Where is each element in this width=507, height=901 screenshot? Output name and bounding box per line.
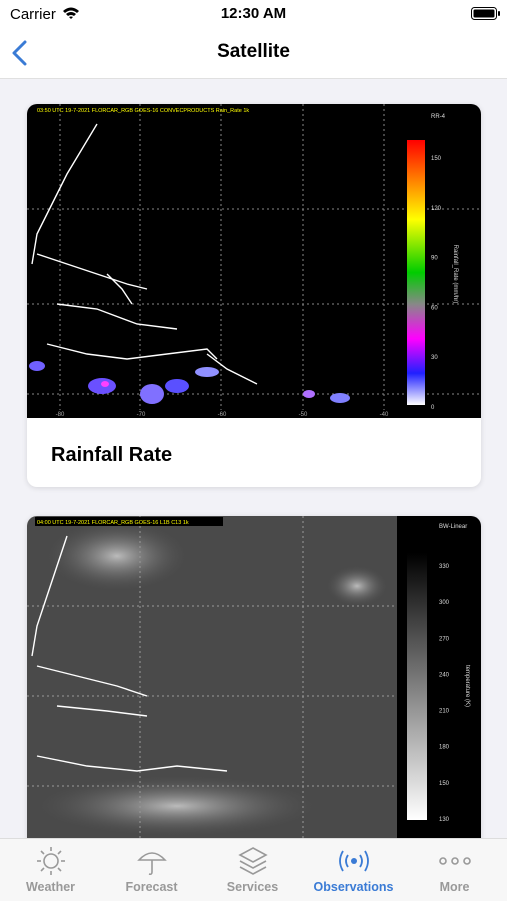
tab[interactable]: Forecast — [101, 839, 202, 901]
scale-title: Rainfall_Rate (mm/hr) — [452, 245, 458, 304]
tab-label: Forecast — [125, 880, 178, 894]
tab[interactable]: Observations — [303, 839, 404, 901]
scale-tick-label: 300 — [439, 600, 450, 606]
scale-title: temperature (K) — [464, 665, 470, 707]
tab[interactable]: More — [404, 839, 505, 901]
satellite-card[interactable]: 03:50 UTC 19-7-2021 FLORCAR_RGB GOES-16 … — [27, 104, 481, 487]
nav-title: Satellite — [217, 41, 290, 62]
tab-label: Observations — [313, 880, 394, 894]
lon-label: -70 — [137, 412, 146, 418]
tab-label: Weather — [25, 880, 76, 894]
scale-tick-label: 130 — [439, 817, 450, 823]
lon-label: -60 — [218, 412, 227, 418]
back-button[interactable] — [10, 40, 30, 66]
lon-label: -80 — [56, 412, 65, 418]
scale-tick-label: 90 — [431, 256, 438, 262]
tab[interactable]: Weather — [0, 839, 101, 901]
carrier: Carrier — [10, 6, 56, 23]
scale-tick-label: 150 — [439, 781, 450, 787]
scale-name: RR-4 — [431, 114, 446, 120]
scale-tick-label: 150 — [431, 156, 442, 162]
wifi-icon — [63, 7, 79, 19]
image-caption: 03:50 UTC 19-7-2021 FLORCAR_RGB GOES-16 … — [37, 108, 249, 114]
tab-bar: Weather Forecast Services Observations M… — [0, 838, 507, 901]
scale-tick-label: 210 — [439, 709, 450, 715]
lon-label: -50 — [299, 412, 308, 418]
scale-tick-label: 330 — [439, 564, 450, 570]
card-title[interactable]: Rainfall Rate — [51, 444, 173, 466]
scale-tick-label: 60 — [431, 305, 438, 311]
clock: 12:30 AM — [220, 5, 287, 22]
satellite-image: 04:00 UTC 19-7-2021 FLORCAR_RGB GOES-16 … — [27, 516, 481, 838]
nav-bar: Satellite — [0, 28, 507, 79]
battery-icon — [471, 7, 500, 20]
scale-tick-label: 180 — [439, 745, 450, 751]
scale-tick-label: 270 — [439, 636, 450, 642]
scale-tick-label: 240 — [439, 672, 450, 678]
status-bar: Carrier 12:30 AM — [0, 0, 507, 28]
satellite-image: 03:50 UTC 19-7-2021 FLORCAR_RGB GOES-16 … — [27, 104, 481, 418]
image-caption: 04:00 UTC 19-7-2021 FLORCAR_RGB GOES-16 … — [37, 520, 189, 526]
scale-name: BW-Linear — [439, 524, 467, 530]
tab[interactable]: Services — [202, 839, 303, 901]
tab-label: Services — [226, 880, 279, 894]
scale-tick-label: 30 — [431, 355, 438, 361]
lon-label: -40 — [380, 412, 389, 418]
satellite-card[interactable]: 04:00 UTC 19-7-2021 FLORCAR_RGB GOES-16 … — [27, 516, 481, 856]
scale-tick-label: 0 — [431, 405, 435, 411]
tab-label: More — [439, 880, 470, 894]
scale-tick-label: 120 — [431, 206, 442, 212]
